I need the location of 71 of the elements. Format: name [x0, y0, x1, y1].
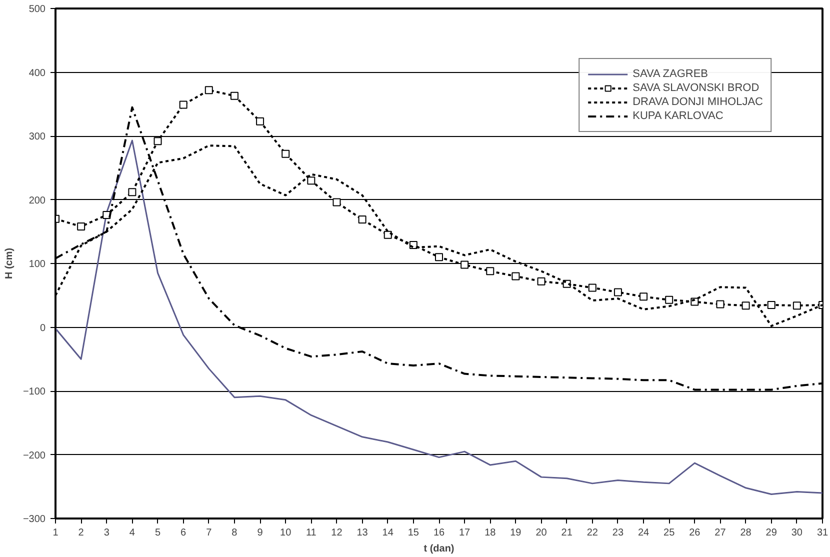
y-axis-title: H (cm) — [4, 248, 15, 280]
legend-label: SAVA SLAVONSKI BROD — [632, 81, 760, 95]
point — [716, 300, 724, 308]
x-tick-label: 19 — [510, 528, 522, 538]
point — [460, 260, 469, 269]
point — [614, 288, 622, 296]
x-tick-label: 17 — [459, 528, 471, 538]
x-tick-label: 3 — [104, 528, 110, 538]
y-tick-label: 400 — [28, 68, 46, 79]
x-tick-label: 12 — [331, 528, 343, 538]
x-tick-label: 10 — [280, 528, 292, 538]
y-tick-label: 0 — [40, 322, 46, 334]
point — [332, 198, 341, 206]
x-tick-label: 28 — [740, 528, 752, 538]
y-tick-label: −200 — [22, 450, 46, 462]
y-tick-label: 100 — [28, 259, 46, 270]
x-tick-label: 24 — [638, 528, 650, 538]
y-tick-label: 200 — [28, 195, 46, 206]
x-tick-label: 27 — [714, 528, 726, 538]
y-tick-label: 300 — [28, 132, 46, 142]
x-tick-label: 20 — [536, 528, 548, 538]
point — [537, 277, 546, 286]
x-tick-label: 25 — [664, 528, 676, 538]
x-tick-label: 18 — [484, 528, 496, 538]
point — [204, 86, 213, 94]
point — [640, 292, 648, 301]
point — [767, 300, 776, 309]
point — [77, 222, 86, 231]
x-tick-label: 29 — [766, 528, 778, 538]
legend-label: SAVA ZAGREB — [632, 67, 708, 81]
point — [282, 150, 290, 158]
point — [384, 230, 392, 239]
x-tick-label: 5 — [154, 528, 161, 538]
x-tick-label: 30 — [791, 528, 803, 538]
x-axis-title: t (dan) — [424, 544, 454, 554]
x-tick-label: 1 — [52, 528, 59, 538]
legend-label: DRAVA DONJI MIHOLJAC — [632, 95, 763, 109]
point — [742, 302, 750, 310]
y-tick-label: 500 — [28, 4, 46, 15]
point — [665, 296, 674, 304]
legend-label: KUPA KARLOVAC — [632, 109, 724, 123]
y-tick-label: −100 — [22, 386, 46, 398]
x-tick-label: 13 — [356, 528, 368, 538]
point — [128, 188, 136, 196]
x-tick-label: 9 — [257, 528, 264, 538]
point — [435, 253, 443, 262]
point — [358, 216, 366, 224]
x-tick-label: 6 — [180, 528, 187, 538]
x-tick-label: 21 — [561, 528, 573, 538]
x-tick-label: 14 — [382, 528, 394, 538]
x-tick-label: 11 — [306, 528, 317, 538]
point — [588, 284, 596, 292]
x-tick-label: 26 — [689, 528, 701, 538]
x-tick-label: 2 — [78, 528, 84, 538]
point — [256, 117, 264, 126]
x-tick-label: 15 — [408, 528, 420, 538]
x-tick-label: 23 — [612, 528, 624, 538]
x-tick-label: 4 — [129, 528, 136, 538]
point — [307, 176, 316, 185]
point — [179, 100, 188, 109]
point — [230, 92, 238, 100]
y-tick-label: −300 — [22, 514, 46, 525]
x-tick-label: 31 — [816, 528, 828, 538]
point — [486, 267, 494, 276]
x-tick-label: 7 — [206, 528, 212, 538]
x-tick-label: 8 — [232, 528, 238, 538]
point — [792, 302, 801, 310]
x-tick-label: 22 — [586, 528, 598, 538]
point — [154, 137, 162, 146]
point — [512, 272, 520, 280]
x-tick-label: 16 — [433, 528, 445, 538]
